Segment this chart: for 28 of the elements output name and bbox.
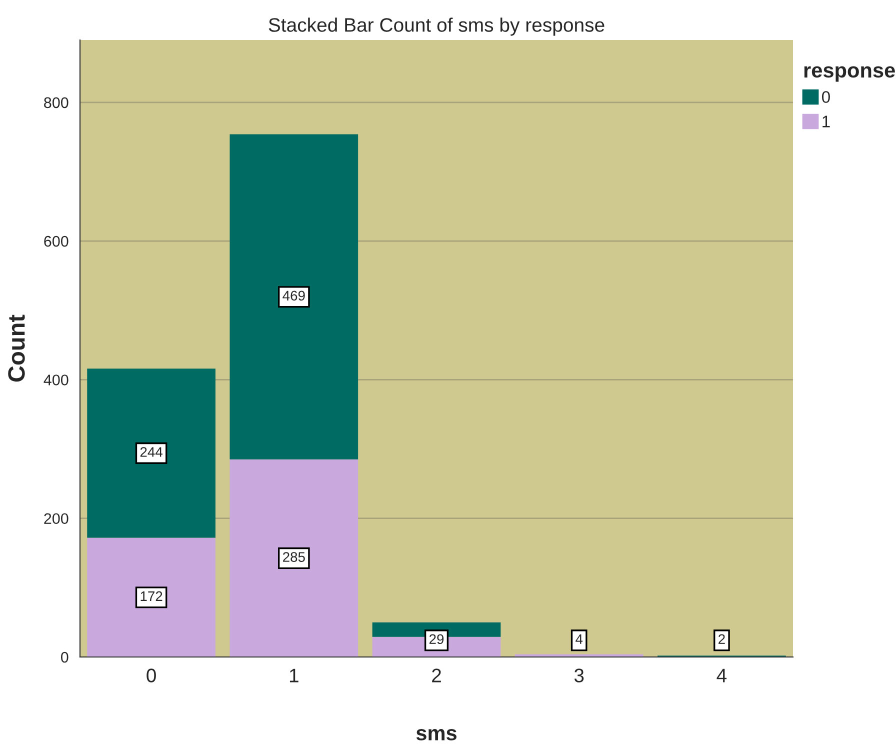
y-tick-label: 800 — [44, 97, 68, 108]
x-tick-label: 4 — [716, 668, 727, 682]
x-tick-label: 2 — [432, 668, 441, 682]
chart-title: Stacked Bar Count of sms by response — [268, 18, 604, 36]
data-label: 2 — [718, 634, 725, 644]
legend-label: 0 — [822, 91, 830, 103]
y-tick-label: 600 — [44, 236, 68, 247]
y-tick-label: 200 — [44, 513, 68, 524]
data-label: 285 — [283, 552, 305, 562]
bar — [230, 459, 358, 657]
bar — [87, 538, 216, 657]
data-label: 244 — [140, 447, 162, 457]
x-tick-label: 3 — [574, 668, 584, 682]
bar — [230, 134, 358, 460]
legend-label: 1 — [822, 116, 830, 128]
x-tick-label: 1 — [290, 668, 298, 682]
y-axis-title: Count — [8, 314, 25, 382]
x-axis-title: sms — [416, 729, 456, 740]
bar — [87, 368, 216, 538]
legend-title: response — [804, 66, 895, 82]
data-label: 469 — [282, 290, 305, 301]
y-tick-label: 0 — [60, 652, 68, 663]
data-label: 172 — [140, 591, 162, 601]
data-label: 4 — [576, 634, 583, 644]
bar — [514, 654, 644, 657]
x-tick-label: 0 — [146, 668, 156, 682]
data-label: 29 — [429, 634, 444, 644]
y-tick-label: 400 — [44, 374, 68, 386]
